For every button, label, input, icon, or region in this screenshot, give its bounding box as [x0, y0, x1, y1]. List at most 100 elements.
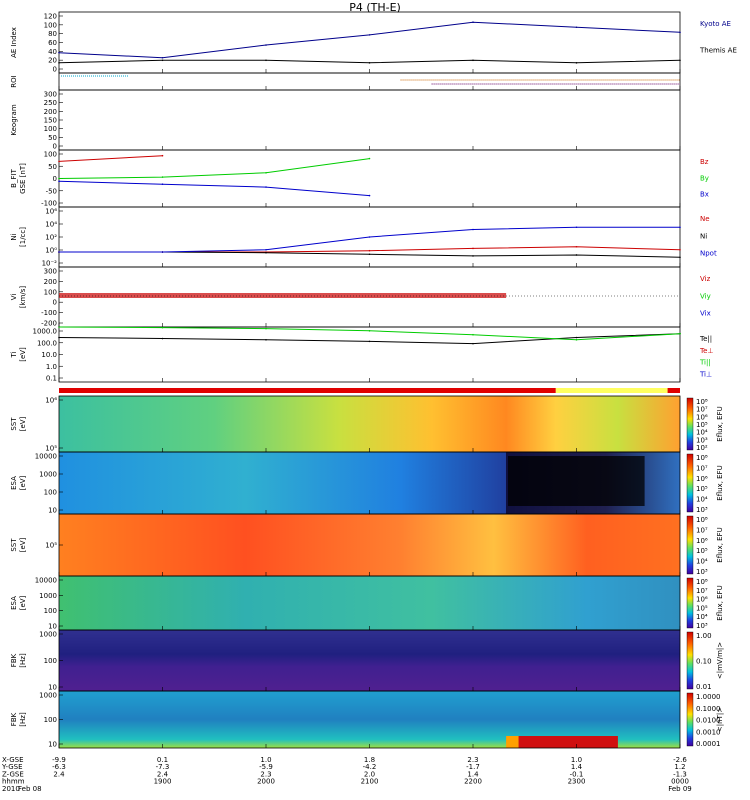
- data-point: [679, 332, 681, 335]
- colorbar-tick-label: 1.00: [696, 632, 712, 640]
- footer-value: 1.0: [260, 756, 271, 764]
- y-tick-label: 10000: [35, 577, 57, 585]
- esa_i-spectrogram: [59, 576, 680, 630]
- legend-entry: Ti||: [699, 359, 711, 367]
- data-point: [265, 59, 267, 62]
- legend-entry: Viy: [700, 292, 711, 300]
- colorbar-tick-label: 10⁵: [696, 485, 708, 493]
- data-point: [472, 21, 474, 23]
- footer-value: -9.9: [52, 756, 66, 764]
- y-tick-label: 200: [44, 108, 57, 116]
- colorbar-label: Eflux, EFU: [716, 465, 724, 500]
- y-tick-label: 40: [48, 48, 57, 56]
- panel-ylabel: B_FIT: [10, 168, 18, 187]
- colorbar-tick-label: 0.0001: [696, 740, 721, 748]
- legend-entry: Te⊥: [699, 347, 714, 355]
- footer-start-date: Feb 08: [18, 785, 42, 793]
- y-tick-label: 120: [44, 13, 57, 21]
- y-tick-label: -100: [41, 309, 57, 317]
- data-point: [161, 59, 164, 62]
- data-point: [58, 160, 60, 163]
- y-tick-label: 1000: [39, 692, 57, 700]
- y-tick-label: 300: [44, 268, 57, 276]
- colorbar-tick-label: 10⁸: [696, 398, 708, 406]
- colorbar-tick-label: 10⁵: [696, 604, 708, 612]
- y-tick-label: 1000: [39, 592, 57, 600]
- panel-ylabel: ESA: [10, 476, 18, 490]
- panel-yunit: [eV]: [19, 595, 27, 610]
- legend-entry: Ti⊥: [699, 370, 712, 378]
- footer-value: 2000: [257, 778, 275, 786]
- colorbar-tick-label: 10³: [696, 568, 708, 576]
- y-tick-label: 10000: [35, 453, 57, 461]
- data-point: [161, 251, 164, 253]
- y-tick-label: 0: [53, 143, 57, 151]
- y-tick-label: 100: [44, 288, 57, 296]
- data-point: [575, 226, 578, 229]
- data-point: [58, 177, 60, 180]
- colorbar-label: <|mV/m|>: [716, 642, 724, 679]
- data-point: [368, 194, 371, 197]
- panel-yunit: [eV]: [19, 475, 27, 490]
- footer-value: 1.0: [571, 756, 582, 764]
- legend-entry: Bx: [700, 191, 709, 199]
- colorbar-tick-label: 10⁴: [696, 496, 708, 504]
- panel-yunit: [km/s]: [19, 286, 27, 309]
- data-point: [161, 183, 164, 185]
- data-point: [472, 228, 474, 231]
- legend-entry: Vix: [700, 310, 711, 318]
- colorbar-tick-label: 10⁴: [696, 613, 708, 621]
- panel-ylabel: FBK: [10, 653, 18, 667]
- legend-entry: Te||: [699, 335, 712, 343]
- footer-value: 2.0: [364, 770, 375, 778]
- y-tick-label: 1.0: [46, 363, 57, 371]
- data-point: [58, 51, 60, 54]
- y-tick-label: 100: [44, 21, 57, 29]
- data-point: [575, 338, 578, 341]
- data-point: [575, 336, 578, 339]
- y-tick-label: 100: [44, 607, 57, 615]
- series-line: [58, 21, 681, 59]
- fbk-b-band: [506, 736, 519, 748]
- colorbar-tick-label: 10⁶: [696, 537, 708, 545]
- y-tick-label: -50: [46, 187, 57, 195]
- legend-entry: Ne: [700, 215, 710, 223]
- y-tick-label: 150: [44, 117, 57, 125]
- keogram-spectrogram: [59, 90, 680, 150]
- colorbar: [686, 631, 694, 690]
- footer-value: -6.3: [52, 763, 66, 771]
- y-tick-label: -100: [41, 200, 57, 208]
- footer-value: 2300: [568, 778, 586, 786]
- mode-bar: [667, 388, 680, 393]
- colorbar: [686, 397, 694, 451]
- data-point: [679, 226, 681, 229]
- y-tick-label: -200: [41, 320, 57, 328]
- data-point: [265, 251, 267, 254]
- legend-entry: Ni: [700, 232, 707, 240]
- y-tick-label: 80: [48, 30, 57, 38]
- y-tick-label: 100: [44, 657, 57, 665]
- data-point: [472, 333, 474, 336]
- data-point: [265, 186, 267, 188]
- panel-ylabel: Vi: [10, 294, 18, 301]
- data-point: [58, 180, 60, 183]
- y-tick-label: 10⁵: [45, 445, 57, 453]
- panel-frame-ti: [58, 326, 681, 383]
- data-point: [161, 337, 164, 340]
- colorbar-tick-label: 0.1000: [696, 705, 721, 713]
- colorbar-tick-label: 10³: [696, 436, 708, 444]
- y-tick-label: 0: [53, 299, 57, 307]
- fbk_e-spectrogram: [59, 630, 680, 691]
- data-point: [368, 236, 371, 238]
- y-tick-label: 10⁴: [45, 221, 57, 229]
- panel-yunit: [1/cc]: [19, 227, 27, 247]
- data-point: [472, 342, 474, 345]
- data-point: [58, 336, 60, 339]
- data-point: [161, 56, 164, 59]
- panel-yunit: [eV]: [19, 537, 27, 552]
- panel-ylabel: SST: [10, 417, 18, 431]
- series-line: [59, 226, 680, 253]
- colorbar-tick-label: 10⁸: [696, 578, 708, 586]
- data-point: [368, 253, 371, 256]
- y-tick-label: 10²: [45, 234, 57, 242]
